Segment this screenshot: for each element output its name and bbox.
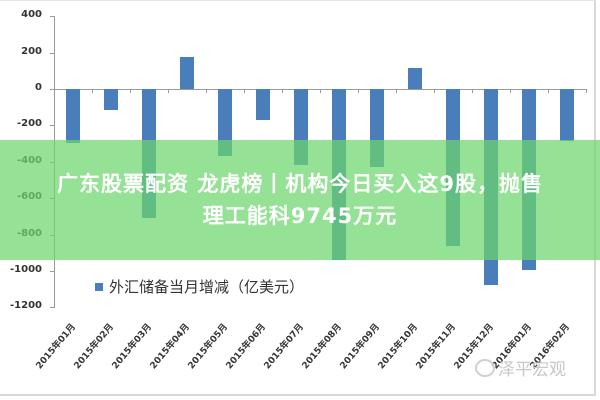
x-tick-mark [282, 89, 283, 93]
x-tick-mark [168, 89, 169, 93]
bar [104, 89, 118, 110]
x-tick-mark [358, 89, 359, 93]
x-tick-mark [244, 89, 245, 93]
bar [218, 89, 232, 156]
bar [180, 57, 194, 89]
bar [408, 68, 422, 89]
x-tick-mark [320, 89, 321, 93]
y-tick-mark [50, 89, 54, 90]
y-tick-mark [50, 52, 54, 54]
y-tick-label: -200 [16, 118, 42, 130]
x-tick-mark [396, 89, 397, 93]
wechat-icon [475, 358, 495, 377]
x-tick-mark [92, 89, 93, 93]
y-tick-mark [50, 125, 54, 127]
x-tick-mark [434, 89, 435, 93]
y-tick-label: 200 [21, 45, 42, 57]
y-tick-mark [50, 307, 54, 309]
y-tick-label: 0 [35, 82, 42, 93]
x-tick-mark [472, 89, 473, 93]
bar [560, 89, 574, 141]
watermark-text: 泽平宏观 [498, 360, 566, 380]
y-tick-label: -1200 [10, 300, 42, 312]
bar [66, 89, 80, 143]
headline-line-1: 广东股票配资 龙虎榜丨机构今日买入这9股，抛售 [57, 172, 543, 196]
watermark: 泽平宏观 [475, 355, 566, 380]
x-tick-mark [586, 89, 587, 93]
x-tick-mark [206, 89, 207, 93]
legend-label: 外汇储备当月增减（亿美元） [109, 278, 305, 296]
legend: 外汇储备当月增减（亿美元） [95, 276, 304, 297]
legend-swatch-icon [95, 282, 103, 291]
x-tick-mark [130, 89, 131, 93]
headline-banner[interactable]: 广东股票配资 龙虎榜丨机构今日买入这9股，抛售 理工能科9745万元 [0, 140, 600, 260]
x-tick-mark [510, 89, 511, 93]
x-tick-mark [548, 89, 549, 93]
y-tick-mark [50, 16, 54, 18]
y-tick-label: 400 [21, 9, 42, 21]
headline-line-2: 理工能科9745万元 [202, 204, 398, 228]
y-tick-mark [50, 271, 54, 272]
y-tick-label: -1000 [10, 264, 42, 275]
bar [256, 89, 270, 120]
